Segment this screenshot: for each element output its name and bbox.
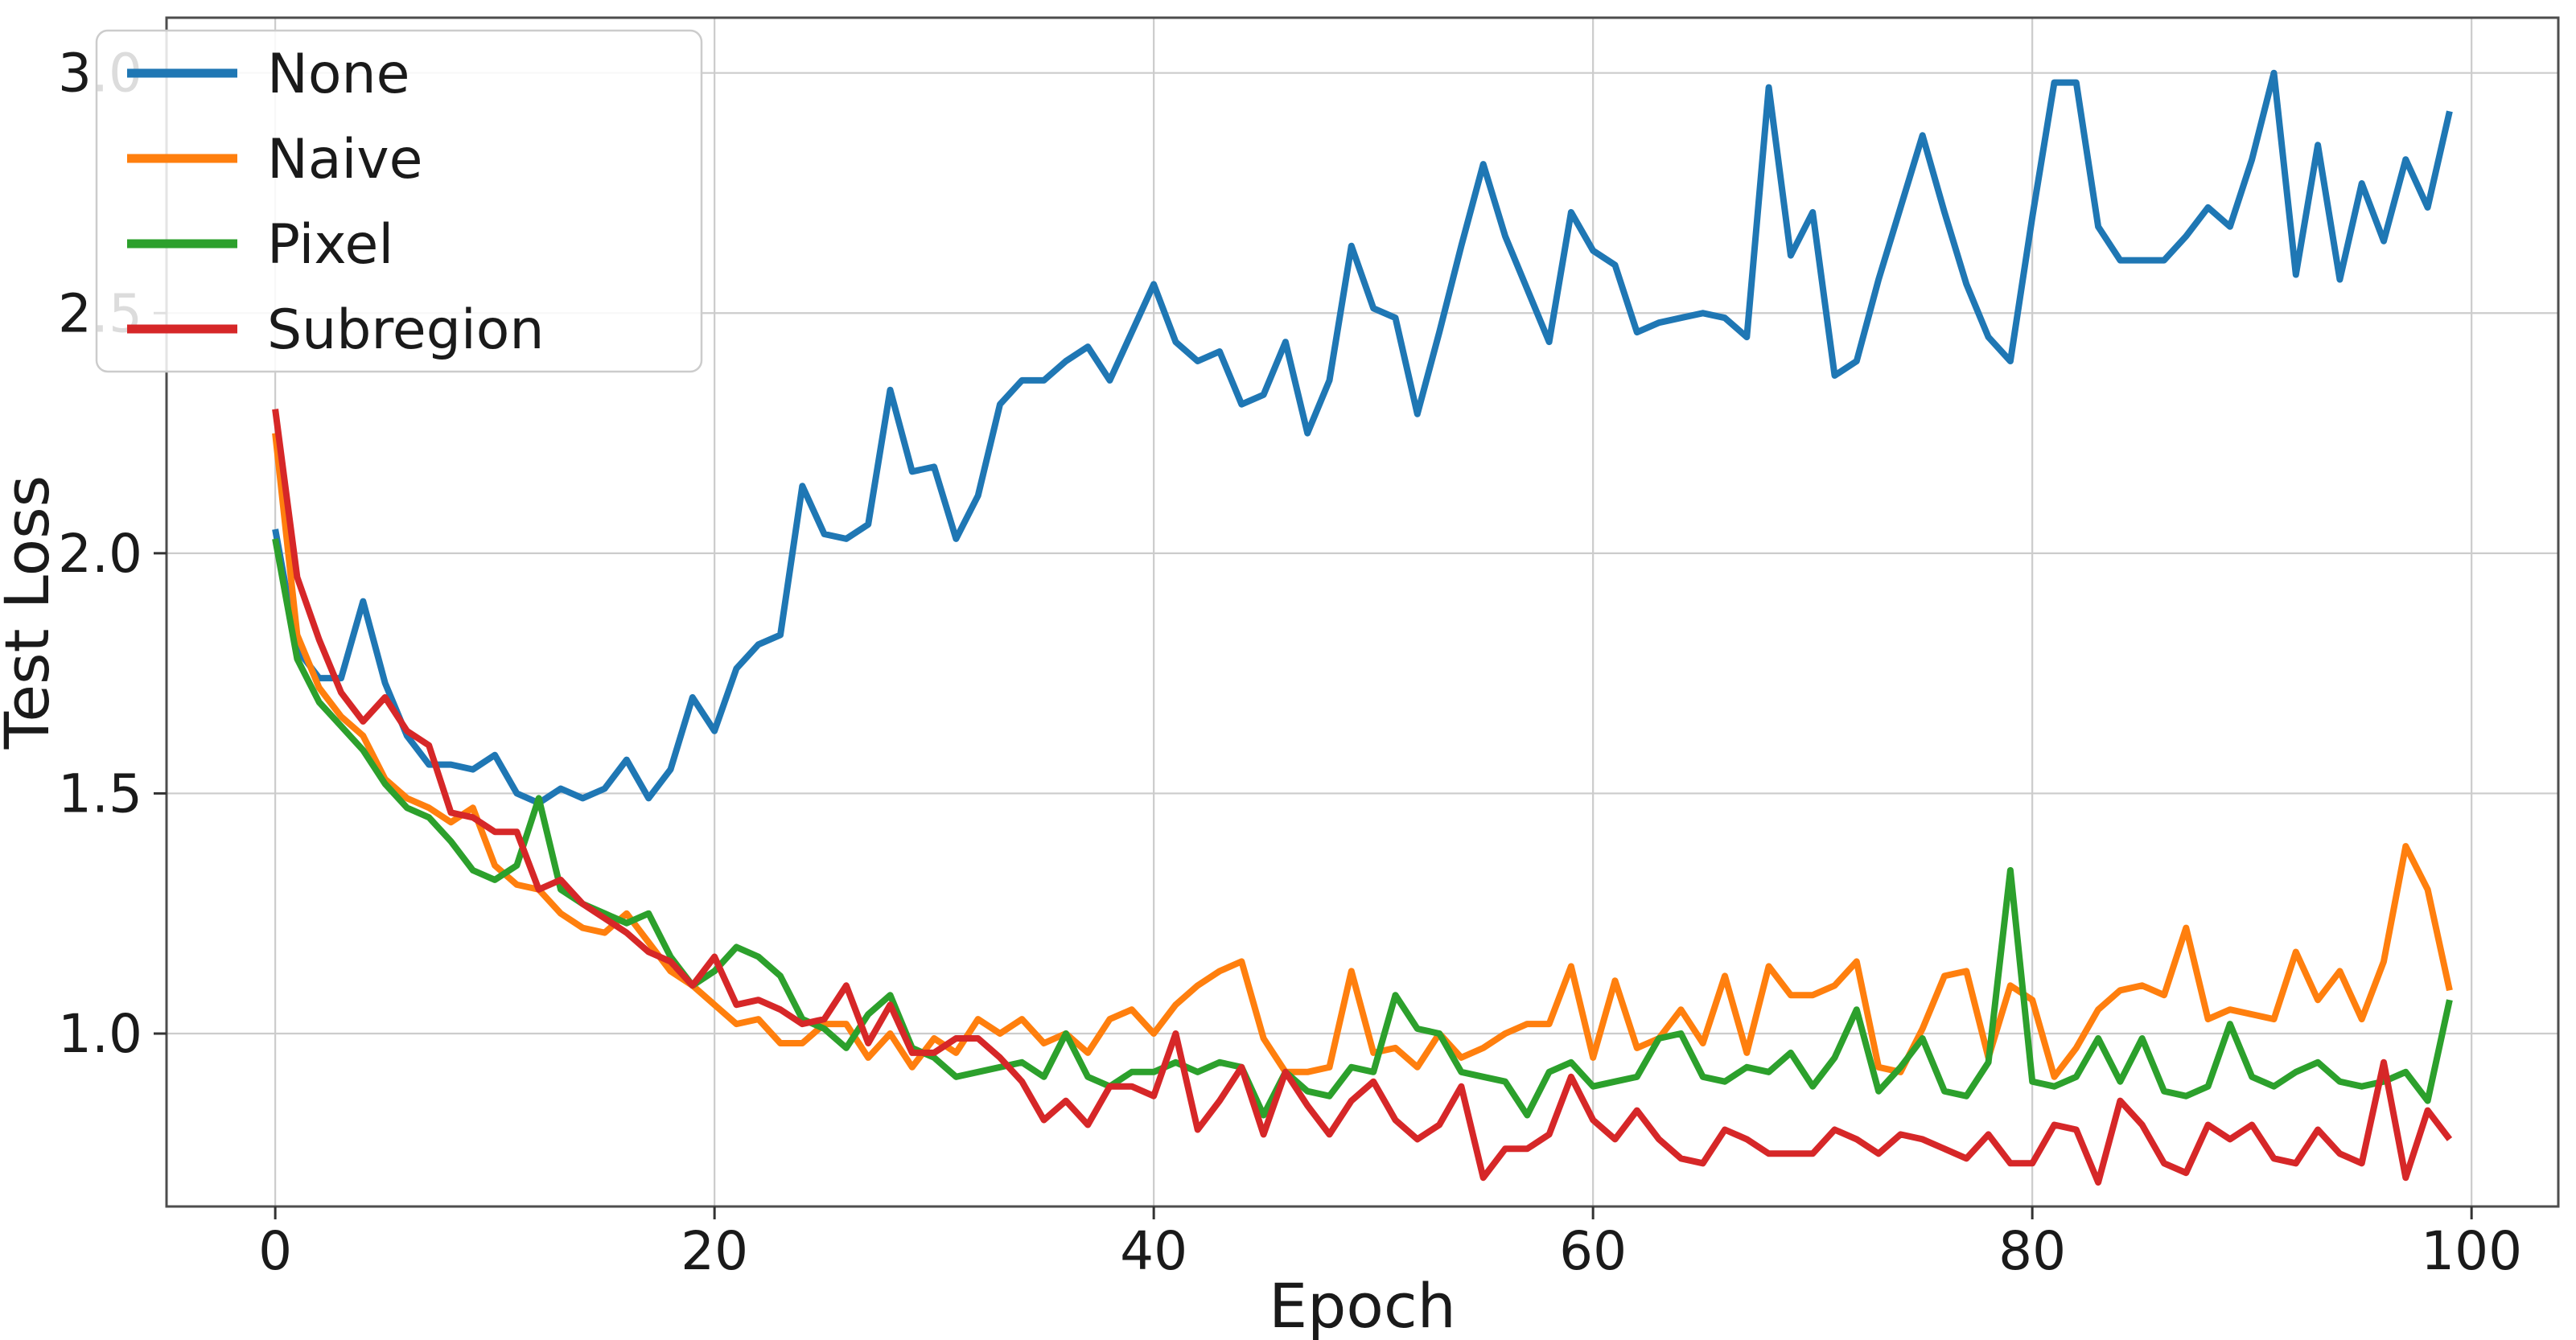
x-tick-label-40: 40 xyxy=(1120,1220,1187,1282)
legend-box xyxy=(95,29,703,373)
legend-label-none: None xyxy=(267,43,409,106)
y-tick-label-2: 2.0 xyxy=(58,523,142,585)
y-axis-label: Test Loss xyxy=(0,475,63,750)
x-tick-label-80: 80 xyxy=(1998,1220,2066,1282)
x-axis-label: Epoch xyxy=(1269,1270,1456,1340)
plot-border xyxy=(165,16,2560,1208)
x-tick-label-60: 60 xyxy=(1559,1220,1627,1282)
x-tick-label-20: 20 xyxy=(681,1220,748,1282)
legend-label-subregion: Subregion xyxy=(267,298,544,362)
legend-label-naive: Naive xyxy=(267,128,423,191)
series-line-pixel xyxy=(272,538,2453,1119)
series-line-none xyxy=(272,69,2453,807)
x-tick-label-100: 100 xyxy=(2421,1220,2522,1282)
series-lines xyxy=(272,69,2453,1186)
legend-label-pixel: Pixel xyxy=(267,213,393,277)
y-tick-label-1.5: 1.5 xyxy=(58,762,142,824)
series-line-naive xyxy=(272,433,2453,1080)
legend: None Naive Pixel Subregion xyxy=(95,29,703,373)
x-tick-label-0: 0 xyxy=(258,1220,292,1282)
series-line-subregion xyxy=(272,409,2453,1186)
y-tick-label-1: 1.0 xyxy=(58,1003,142,1065)
